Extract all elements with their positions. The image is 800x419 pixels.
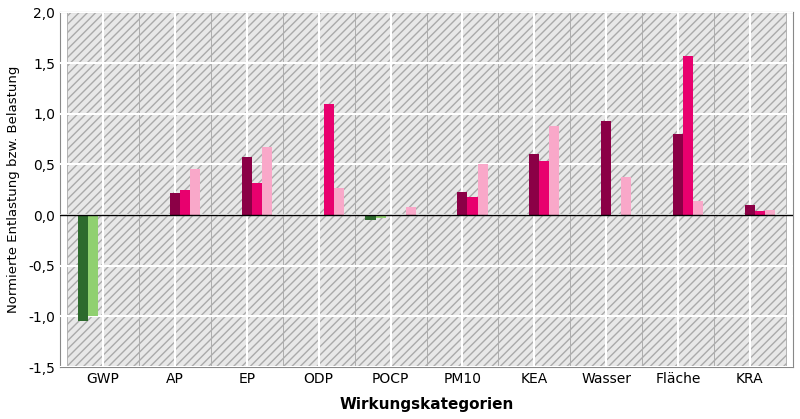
Bar bbox=[745, 205, 755, 215]
Bar bbox=[242, 158, 252, 215]
Bar bbox=[190, 170, 200, 215]
Bar bbox=[211, 13, 283, 63]
Bar bbox=[642, 13, 714, 63]
Bar bbox=[498, 266, 570, 316]
Bar bbox=[539, 161, 550, 215]
Bar bbox=[642, 164, 714, 215]
Y-axis label: Normierte Entlastung bzw. Belastung: Normierte Entlastung bzw. Belastung bbox=[7, 66, 20, 313]
Bar bbox=[139, 114, 211, 164]
Bar bbox=[570, 215, 642, 266]
Bar bbox=[67, 215, 139, 266]
Bar bbox=[139, 13, 211, 63]
Bar bbox=[139, 63, 211, 114]
Bar bbox=[67, 63, 139, 114]
Bar bbox=[139, 215, 211, 266]
Bar bbox=[426, 114, 498, 164]
Bar bbox=[683, 56, 693, 215]
Bar bbox=[673, 134, 683, 215]
Bar bbox=[498, 114, 570, 164]
Bar bbox=[211, 63, 283, 114]
Bar bbox=[765, 210, 775, 215]
Bar bbox=[426, 215, 498, 266]
Bar bbox=[642, 316, 714, 367]
Bar bbox=[498, 215, 570, 266]
Bar bbox=[354, 63, 426, 114]
Bar bbox=[283, 63, 354, 114]
Bar bbox=[354, 215, 426, 266]
Bar bbox=[334, 188, 344, 215]
Bar bbox=[354, 266, 426, 316]
Bar bbox=[283, 114, 354, 164]
Bar bbox=[714, 114, 786, 164]
Bar bbox=[180, 190, 190, 215]
Bar bbox=[170, 193, 180, 215]
Bar bbox=[426, 316, 498, 367]
Bar bbox=[426, 63, 498, 114]
Bar bbox=[570, 63, 642, 114]
Bar bbox=[693, 201, 703, 215]
X-axis label: Wirkungskategorien: Wirkungskategorien bbox=[339, 397, 514, 412]
Bar bbox=[458, 192, 467, 215]
Bar bbox=[550, 126, 559, 215]
Bar bbox=[642, 114, 714, 164]
Bar bbox=[252, 183, 262, 215]
Bar bbox=[530, 154, 539, 215]
Bar bbox=[262, 147, 272, 215]
Bar bbox=[498, 63, 570, 114]
Bar bbox=[570, 266, 642, 316]
Bar bbox=[67, 13, 139, 63]
Bar bbox=[642, 215, 714, 266]
Bar bbox=[622, 176, 631, 215]
Bar bbox=[642, 63, 714, 114]
Bar bbox=[283, 13, 354, 63]
Bar bbox=[375, 215, 386, 218]
Bar bbox=[211, 164, 283, 215]
Bar bbox=[755, 211, 765, 215]
Bar bbox=[498, 164, 570, 215]
Bar bbox=[67, 316, 139, 367]
Bar bbox=[88, 215, 98, 316]
Bar bbox=[426, 164, 498, 215]
Bar bbox=[714, 316, 786, 367]
Bar bbox=[67, 164, 139, 215]
Bar bbox=[570, 114, 642, 164]
Bar bbox=[498, 13, 570, 63]
Bar bbox=[211, 316, 283, 367]
Bar bbox=[78, 215, 88, 321]
Bar bbox=[283, 164, 354, 215]
Bar bbox=[642, 266, 714, 316]
Bar bbox=[67, 266, 139, 316]
Bar bbox=[139, 164, 211, 215]
Bar bbox=[426, 266, 498, 316]
Bar bbox=[714, 215, 786, 266]
Bar bbox=[467, 197, 478, 215]
Bar bbox=[354, 316, 426, 367]
Bar bbox=[714, 13, 786, 63]
Bar bbox=[570, 13, 642, 63]
Bar bbox=[211, 114, 283, 164]
Bar bbox=[406, 207, 416, 215]
Bar bbox=[211, 215, 283, 266]
Bar bbox=[211, 266, 283, 316]
Bar bbox=[354, 164, 426, 215]
Bar bbox=[139, 316, 211, 367]
Bar bbox=[67, 114, 139, 164]
Bar bbox=[498, 316, 570, 367]
Bar bbox=[283, 266, 354, 316]
Bar bbox=[354, 13, 426, 63]
Bar bbox=[426, 13, 498, 63]
Bar bbox=[283, 215, 354, 266]
Bar bbox=[714, 266, 786, 316]
Bar bbox=[283, 316, 354, 367]
Bar bbox=[714, 164, 786, 215]
Bar bbox=[478, 164, 488, 215]
Bar bbox=[601, 121, 611, 215]
Bar bbox=[570, 316, 642, 367]
Bar bbox=[570, 164, 642, 215]
Bar bbox=[714, 63, 786, 114]
Bar bbox=[354, 114, 426, 164]
Bar bbox=[366, 215, 375, 220]
Bar bbox=[139, 266, 211, 316]
Bar bbox=[324, 103, 334, 215]
